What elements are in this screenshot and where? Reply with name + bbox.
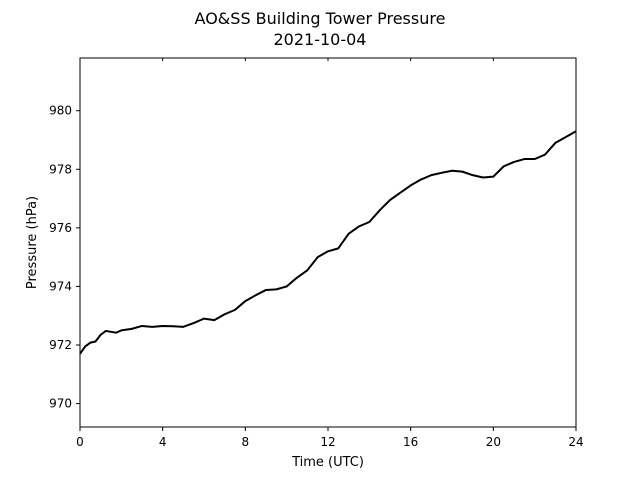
x-tick-label: 8	[242, 435, 250, 449]
plot-frame	[79, 57, 577, 428]
x-axis-label: Time (UTC)	[291, 455, 364, 470]
chart-title: AO&SS Building Tower Pressure	[195, 9, 446, 28]
plot-area	[80, 58, 576, 427]
y-tick-label: 972	[49, 338, 72, 352]
x-tick-label: 16	[403, 435, 418, 449]
x-tick-label: 4	[159, 435, 167, 449]
x-tick-label: 24	[568, 435, 583, 449]
pressure-series-line	[79, 130, 577, 355]
y-tick-label: 974	[49, 279, 72, 293]
ticks-group: 0 4 8 12 16 20 24 970 972 974 976 978 980	[49, 58, 584, 449]
y-axis-label: Pressure (hPa)	[25, 196, 40, 289]
chart-subtitle: 2021-10-04	[274, 30, 367, 49]
y-tick-label: 980	[49, 104, 72, 118]
y-tick-label: 978	[49, 162, 72, 176]
y-tick-label: 976	[49, 221, 72, 235]
x-tick-label: 12	[320, 435, 335, 449]
x-tick-label: 20	[486, 435, 501, 449]
x-tick-label: 0	[76, 435, 84, 449]
y-tick-label: 970	[49, 397, 72, 411]
